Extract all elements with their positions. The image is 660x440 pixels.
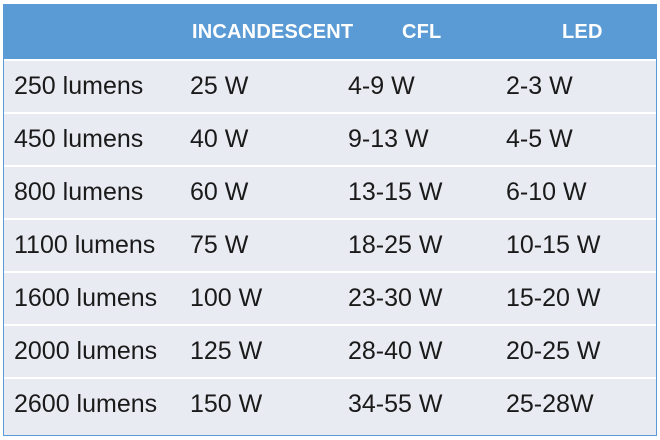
cell-lumens: 450 lumens <box>14 125 144 153</box>
cell-incandescent: 75 W <box>190 231 249 259</box>
cell-cfl: 13-15 W <box>348 178 443 206</box>
cell-incandescent: 100 W <box>190 284 263 312</box>
cell-cfl: 34-55 W <box>348 390 443 418</box>
cell-lumens: 250 lumens <box>14 72 144 100</box>
lumens-wattage-table: INCANDESCENT CFL LED 250 lumens 25 W 4-9… <box>3 4 657 436</box>
table-row: 2600 lumens 150 W 34-55 W 25-28W <box>4 377 656 430</box>
cell-led: 10-15 W <box>506 231 601 259</box>
table-row: 450 lumens 40 W 9-13 W 4-5 W <box>4 112 656 165</box>
cell-incandescent: 60 W <box>190 178 249 206</box>
cell-cfl: 28-40 W <box>348 337 443 365</box>
cell-lumens: 1100 lumens <box>14 231 156 259</box>
cell-cfl: 23-30 W <box>348 284 443 312</box>
cell-incandescent: 150 W <box>190 390 263 418</box>
cell-cfl: 4-9 W <box>348 72 415 100</box>
cell-lumens: 1600 lumens <box>14 284 158 312</box>
header-cell-incandescent: INCANDESCENT <box>192 21 354 43</box>
table-row: 800 lumens 60 W 13-15 W 6-10 W <box>4 165 656 218</box>
cell-cfl: 18-25 W <box>348 231 443 259</box>
cell-led: 20-25 W <box>506 337 601 365</box>
header-cell-cfl: CFL <box>402 21 442 43</box>
cell-led: 2-3 W <box>506 72 573 100</box>
cell-lumens: 800 lumens <box>14 178 144 206</box>
table-row: 1600 lumens 100 W 23-30 W 15-20 W <box>4 271 656 324</box>
cell-incandescent: 40 W <box>190 125 249 153</box>
table-header-row: INCANDESCENT CFL LED <box>4 5 656 59</box>
cell-led: 25-28W <box>506 390 594 418</box>
cell-lumens: 2600 lumens <box>14 390 158 418</box>
table-row: 250 lumens 25 W 4-9 W 2-3 W <box>4 59 656 112</box>
cell-led: 6-10 W <box>506 178 587 206</box>
cell-lumens: 2000 lumens <box>14 337 158 365</box>
cell-led: 4-5 W <box>506 125 573 153</box>
header-cell-led: LED <box>562 21 603 43</box>
cell-incandescent: 125 W <box>190 337 263 365</box>
cell-incandescent: 25 W <box>190 72 249 100</box>
table-row: 1100 lumens 75 W 18-25 W 10-15 W <box>4 218 656 271</box>
cell-cfl: 9-13 W <box>348 125 429 153</box>
table-row: 2000 lumens 125 W 28-40 W 20-25 W <box>4 324 656 377</box>
cell-led: 15-20 W <box>506 284 601 312</box>
